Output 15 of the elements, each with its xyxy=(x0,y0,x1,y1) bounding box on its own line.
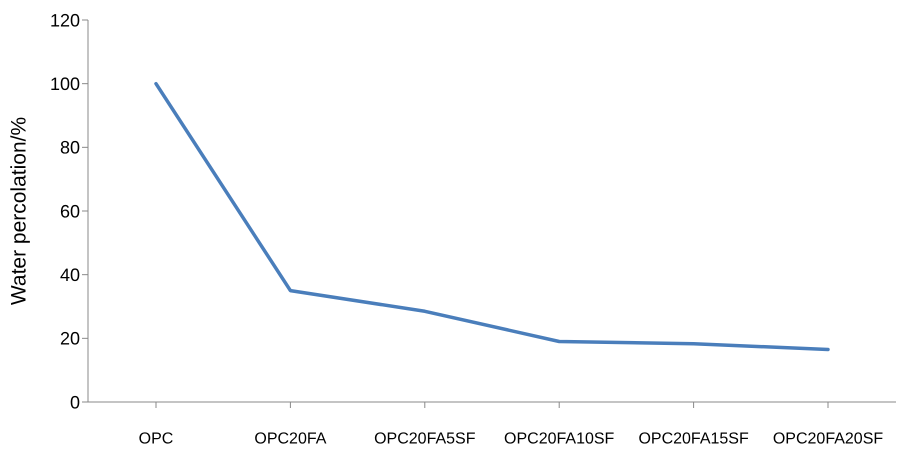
y-tick-label: 0 xyxy=(70,392,80,412)
line-series xyxy=(154,82,830,352)
y-tick-label: 40 xyxy=(60,265,80,286)
y-tick-label: 60 xyxy=(60,201,80,222)
x-tick-label: OPC20FA5SF xyxy=(374,430,476,448)
x-tick-label: OPC20FA10SF xyxy=(504,430,615,448)
x-tick-label: OPC20FA15SF xyxy=(638,430,749,448)
y-axis-title: Water percolation/% xyxy=(7,116,30,306)
y-tick-label: 20 xyxy=(60,328,80,349)
x-tick-label: OPC20FA20SF xyxy=(772,430,884,448)
x-tick-label: OPC xyxy=(138,430,174,448)
y-tick-label: 100 xyxy=(50,74,80,94)
y-tick-label: 120 xyxy=(50,10,80,30)
x-tick-label: OPC20FA xyxy=(254,430,327,448)
y-tick-label: 80 xyxy=(60,138,80,158)
